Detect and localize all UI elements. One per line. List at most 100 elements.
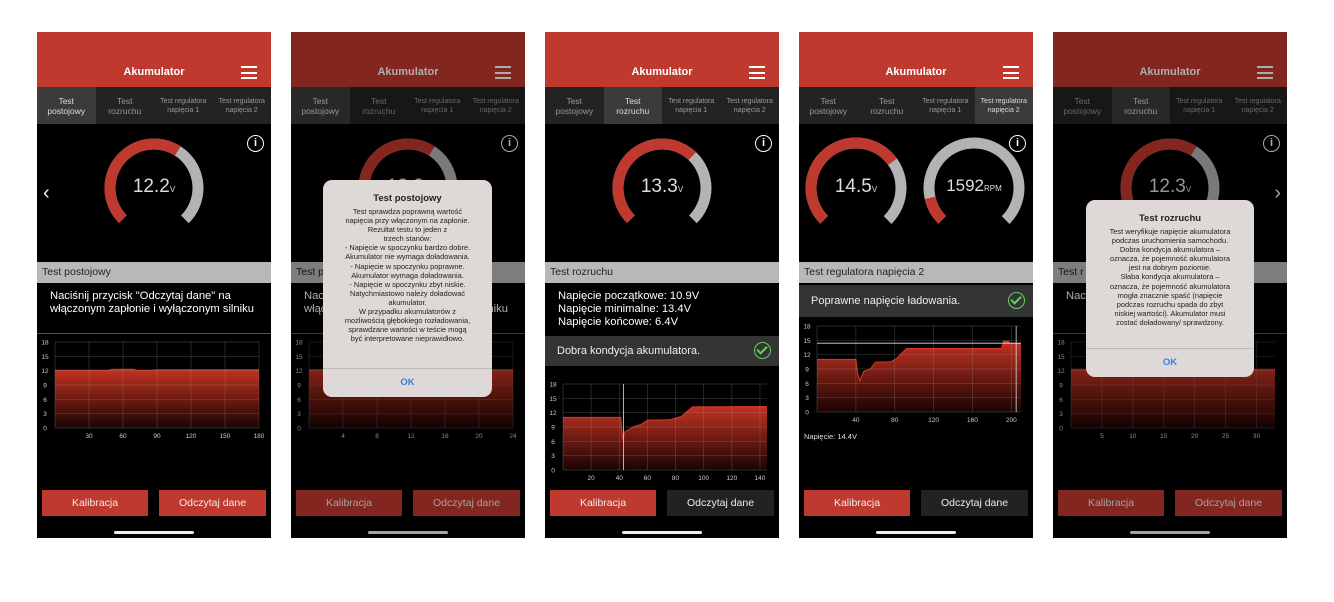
chart-area <box>563 406 767 470</box>
y-tick-label: 18 <box>549 382 557 389</box>
x-tick-label: 4 <box>341 433 345 440</box>
home-indicator[interactable] <box>622 531 702 534</box>
chart-line <box>55 368 259 371</box>
tab-label-line2: rozruchu <box>108 105 142 116</box>
instruction-text: Naciśnij przycisk "Odczytaj dane" na włą… <box>50 290 254 315</box>
tab-2[interactable]: Test regulatora napięcia 1 <box>1170 87 1229 124</box>
home-indicator[interactable] <box>876 531 956 534</box>
read-data-button[interactable]: Odczytaj dane <box>413 490 520 516</box>
app-title: Akumulator <box>377 66 439 78</box>
tab-2[interactable]: Test regulatora napięcia 1 <box>916 87 975 124</box>
hamburger-menu-icon[interactable] <box>495 66 511 79</box>
hamburger-menu-icon[interactable] <box>1257 66 1273 79</box>
phone-screen: Akumulator Test postojowy Test rozruchu Test … <box>545 32 779 538</box>
x-tick-label: 60 <box>119 433 127 440</box>
calibration-button[interactable]: Kalibracja <box>804 490 910 516</box>
info-icon[interactable]: i <box>755 135 772 152</box>
home-indicator[interactable] <box>368 531 448 534</box>
gauge-number: 13.3 <box>640 176 678 197</box>
gauge-value: 14.5V <box>804 176 908 198</box>
dialog-text-line: mogła znacznie spaść (napięcie <box>1117 290 1223 300</box>
tab-label-line1: Test <box>58 95 75 106</box>
y-tick-label: 15 <box>295 354 303 361</box>
read-data-button[interactable]: Odczytaj dane <box>159 490 266 516</box>
dialog-text-line: - Napięcie w spoczynku bardzo dobre. <box>344 243 471 253</box>
y-tick-label: 18 <box>803 324 811 331</box>
status-text: Dobra kondycja akumulatora. <box>557 345 701 357</box>
dialog-text-line: sprawdzane wartości w teście mogą <box>348 325 467 335</box>
y-tick-label: 15 <box>803 338 811 345</box>
tab-label-line2: napięcia 1 <box>421 106 454 114</box>
dialog-ok-button[interactable]: OK <box>323 368 492 397</box>
tab-1[interactable]: Test rozruchu <box>350 87 409 124</box>
read-data-button[interactable]: Odczytaj dane <box>667 490 774 516</box>
gauge-number: 1592 <box>946 176 985 195</box>
tab-0[interactable]: Test postojowy <box>799 87 858 124</box>
tab-3[interactable]: Test regulatora napięcia 2 <box>213 87 272 124</box>
home-indicator[interactable] <box>114 531 194 534</box>
hamburger-menu-icon[interactable] <box>749 66 765 79</box>
info-icon[interactable]: i <box>247 135 264 152</box>
info-icon[interactable]: i <box>1009 135 1026 152</box>
tab-0[interactable]: Test postojowy <box>291 87 350 124</box>
app-title: Akumulator <box>631 66 693 78</box>
chevron-right-icon[interactable]: › <box>1274 182 1281 204</box>
tab-3[interactable]: Test regulatora napięcia 2 <box>721 87 780 124</box>
tab-label-line1: Test regulatora <box>1176 97 1223 105</box>
x-tick-label: 100 <box>698 475 709 482</box>
calibration-button[interactable]: Kalibracja <box>550 490 656 516</box>
read-data-button[interactable]: Odczytaj dane <box>1175 490 1282 516</box>
section-title: Test rozruchu <box>545 262 779 283</box>
phone-screen: Akumulator Test postojowy Test rozruchu Test … <box>1053 32 1287 538</box>
tab-label-line1: Test regulatora <box>726 97 773 105</box>
gauge-fill <box>805 137 907 239</box>
tab-label-line1: Test regulatora <box>980 97 1027 105</box>
x-tick-label: 140 <box>755 475 766 482</box>
tab-1[interactable]: Test rozruchu <box>858 87 917 124</box>
tab-2[interactable]: Test regulatora napięcia 1 <box>154 87 213 124</box>
tab-label-line2: napięcia 1 <box>1183 106 1216 114</box>
tab-label-line1: Test regulatora <box>218 97 265 105</box>
status-text: Poprawne napięcie ładowania. <box>811 295 961 307</box>
hamburger-menu-icon[interactable] <box>1003 66 1019 79</box>
gauge-value: 12.2V <box>103 176 205 198</box>
y-tick-label: 9 <box>805 367 809 374</box>
dialog-ok-button[interactable]: OK <box>1086 348 1254 377</box>
tab-1[interactable]: Test rozruchu <box>603 87 662 124</box>
y-tick-label: 0 <box>551 468 555 475</box>
x-tick-label: 150 <box>220 433 231 440</box>
dialog-text-line: Natychmiastowo należy doładować <box>349 288 466 298</box>
x-tick-label: 80 <box>891 417 899 424</box>
dialog-text-line: akumulator. <box>388 297 427 307</box>
dialog-text-line: napięcia przy włączonym na zapłonie. <box>345 216 470 226</box>
dialog-text-line: Dobra kondycja akumulatora – <box>1119 245 1221 255</box>
tab-label-line2: napięcia 2 <box>987 106 1020 114</box>
calibration-button[interactable]: Kalibracja <box>1058 490 1164 516</box>
gauge-value: 13.3V <box>611 176 713 198</box>
info-icon[interactable]: i <box>1263 135 1280 152</box>
tab-3[interactable]: Test regulatora napięcia 2 <box>974 87 1033 124</box>
dialog-text-line: - Napięcie w spoczynku zbyt niskie. <box>349 279 466 289</box>
tab-3[interactable]: Test regulatora napięcia 2 <box>467 87 526 124</box>
calibration-button[interactable]: Kalibracja <box>42 490 148 516</box>
calibration-button[interactable]: Kalibracja <box>296 490 402 516</box>
tab-1[interactable]: Test rozruchu <box>1111 87 1170 124</box>
tab-label-line2: postojowy <box>47 105 86 116</box>
tab-2[interactable]: Test regulatora napięcia 1 <box>408 87 467 124</box>
tab-2[interactable]: Test regulatora napięcia 1 <box>662 87 721 124</box>
home-indicator[interactable] <box>1130 531 1210 534</box>
tab-0[interactable]: Test postojowy <box>1053 87 1112 124</box>
chevron-left-icon[interactable]: ‹ <box>43 182 50 204</box>
app-title: Akumulator <box>885 66 947 78</box>
tab-0[interactable]: Test postojowy <box>37 87 96 124</box>
header: Akumulator <box>799 32 1033 87</box>
tab-1[interactable]: Test rozruchu <box>96 87 155 124</box>
hamburger-menu-icon[interactable] <box>241 66 257 79</box>
read-data-button[interactable]: Odczytaj dane <box>921 490 1028 516</box>
chart-area <box>55 369 259 428</box>
info-icon[interactable]: i <box>501 135 518 152</box>
tab-label-line1: Test <box>1132 95 1149 106</box>
tab-3[interactable]: Test regulatora napięcia 2 <box>1229 87 1288 124</box>
tab-0[interactable]: Test postojowy <box>545 87 604 124</box>
y-tick-label: 12 <box>41 368 49 375</box>
